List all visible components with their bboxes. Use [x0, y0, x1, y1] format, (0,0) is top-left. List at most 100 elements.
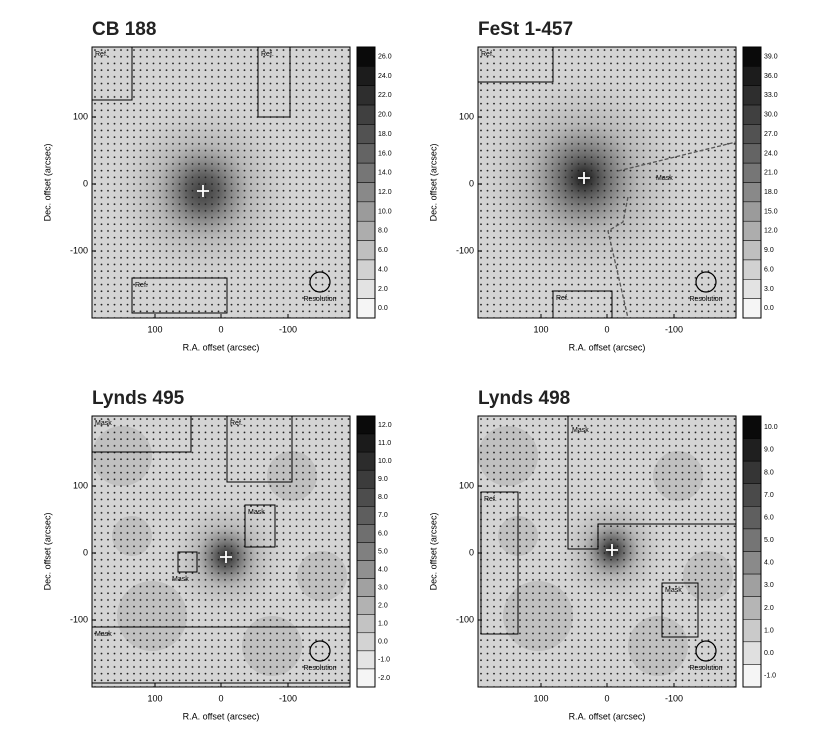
colorbar-segment	[356, 560, 376, 579]
panel: Mask Ref. Mask Resolution Lynds 498 100 0 -100 1…	[428, 388, 777, 721]
map-dots	[478, 416, 736, 687]
x-tick-label: -100	[665, 324, 683, 334]
colorbar-segment	[742, 664, 762, 688]
colorbar-label: 0.0	[378, 305, 388, 312]
colorbar-segment	[356, 433, 376, 453]
x-axis-label: R.A. offset (arcsec)	[183, 711, 260, 721]
y-tick-label: -100	[70, 245, 88, 255]
colorbar-label: 6.0	[764, 514, 774, 521]
y-tick-label: 0	[469, 178, 474, 188]
resolution-label: Resolution	[303, 296, 336, 303]
colorbar-label: 9.0	[378, 476, 388, 483]
colorbar-segment	[356, 279, 376, 299]
resolution-label: Resolution	[689, 665, 722, 672]
colorbar-segment	[742, 201, 762, 222]
panel-title: FeSt 1-457	[478, 19, 573, 40]
colorbar-segment	[356, 201, 376, 222]
y-tick-label: -100	[456, 614, 474, 624]
colorbar-segment	[356, 596, 376, 615]
x-axis-label: R.A. offset (arcsec)	[569, 711, 646, 721]
region-label: Ref.	[95, 51, 108, 58]
colorbar-label: 22.0	[378, 92, 392, 99]
colorbar-label: 18.0	[764, 189, 778, 196]
colorbar-label: 11.0	[378, 440, 391, 447]
colorbar-segment	[742, 46, 762, 67]
y-tick-label: 0	[83, 178, 88, 188]
colorbar-label: 10.0	[378, 208, 392, 215]
colorbar-segment	[356, 469, 376, 489]
colorbar-label: 4.0	[378, 266, 388, 273]
region-box	[244, 504, 276, 548]
colorbar-label: 20.0	[378, 112, 392, 119]
colorbar-label: 39.0	[764, 54, 778, 61]
colorbar-segment	[356, 124, 376, 145]
colorbar-label: 2.0	[378, 286, 388, 293]
colorbar-label: 5.0	[378, 548, 388, 555]
colorbar-segment	[356, 506, 376, 525]
colorbar-segment	[742, 415, 762, 439]
colorbar-label: 7.0	[764, 492, 774, 499]
panel: Ref. Ref. Ref. Resolution CB 188 100 0 -100 100 0…	[42, 19, 391, 352]
resolution-beam	[309, 271, 331, 293]
colorbar-segment	[356, 415, 376, 435]
colorbar-label: 7.0	[378, 512, 388, 519]
y-tick-label: -100	[70, 614, 88, 624]
region-label: Mask	[572, 427, 589, 434]
colorbar-segment	[356, 542, 376, 561]
colorbar-segment	[356, 143, 376, 164]
colorbar-segment	[742, 85, 762, 106]
x-tick-label: 0	[218, 324, 223, 334]
colorbar-segment	[356, 650, 376, 670]
colorbar-segment	[742, 596, 762, 620]
colorbar-segment	[742, 298, 762, 319]
colorbar-label: -1.0	[378, 657, 390, 664]
region-box	[552, 290, 613, 319]
region-label: Mask	[95, 420, 112, 427]
colorbar-segment	[356, 46, 376, 67]
colorbar-segment	[356, 220, 376, 241]
colorbar-label: 0.0	[764, 305, 774, 312]
mask-line	[607, 196, 629, 319]
region-label: Ref.	[481, 51, 494, 58]
region-box	[480, 491, 519, 635]
colorbar-segment	[742, 483, 762, 507]
resolution-beam	[695, 271, 717, 293]
colorbar-segment	[356, 182, 376, 203]
colorbar-label: 1.0	[764, 627, 774, 634]
colorbar-segment	[356, 162, 376, 183]
colorbar-label: 8.0	[378, 494, 388, 501]
region-label: Ref.	[484, 496, 497, 503]
region-label: Mask	[665, 587, 682, 594]
colorbar-label: 36.0	[764, 73, 778, 80]
colorbar-label: 24.0	[764, 150, 778, 157]
colorbar-label: 18.0	[378, 131, 392, 138]
x-tick-label: 0	[218, 693, 223, 703]
colorbar-label: 4.0	[378, 566, 388, 573]
colorbar-frame	[742, 415, 762, 688]
colorbar-label: 9.0	[764, 447, 774, 454]
colorbar-label: 14.0	[378, 170, 392, 177]
colorbar-label: 21.0	[764, 170, 778, 177]
colorbar-segment	[356, 578, 376, 597]
y-axis-label: Dec. offset (arcsec)	[428, 144, 438, 222]
colorbar-label: 12.0	[378, 422, 392, 429]
colorbar-label: 10.0	[764, 424, 778, 431]
resolution-label: Resolution	[689, 296, 722, 303]
source-cross	[606, 544, 618, 556]
colorbar-label: 9.0	[764, 247, 774, 254]
x-tick-label: 0	[604, 693, 609, 703]
region-label: Ref.	[230, 420, 243, 427]
resolution-label: Resolution	[303, 665, 336, 672]
x-axis-label: R.A. offset (arcsec)	[569, 342, 646, 352]
x-tick-label: -100	[279, 324, 297, 334]
colorbar-frame	[356, 415, 376, 688]
map-dots	[92, 47, 350, 318]
colorbar-label: 26.0	[378, 54, 392, 61]
colorbar-label: 8.0	[764, 469, 774, 476]
x-tick-label: 100	[533, 324, 548, 334]
colorbar-label: 33.0	[764, 92, 778, 99]
mask-line	[617, 141, 737, 172]
colorbar-segment	[356, 614, 376, 634]
colorbar-label: 16.0	[378, 150, 392, 157]
colorbar-segment	[742, 641, 762, 665]
